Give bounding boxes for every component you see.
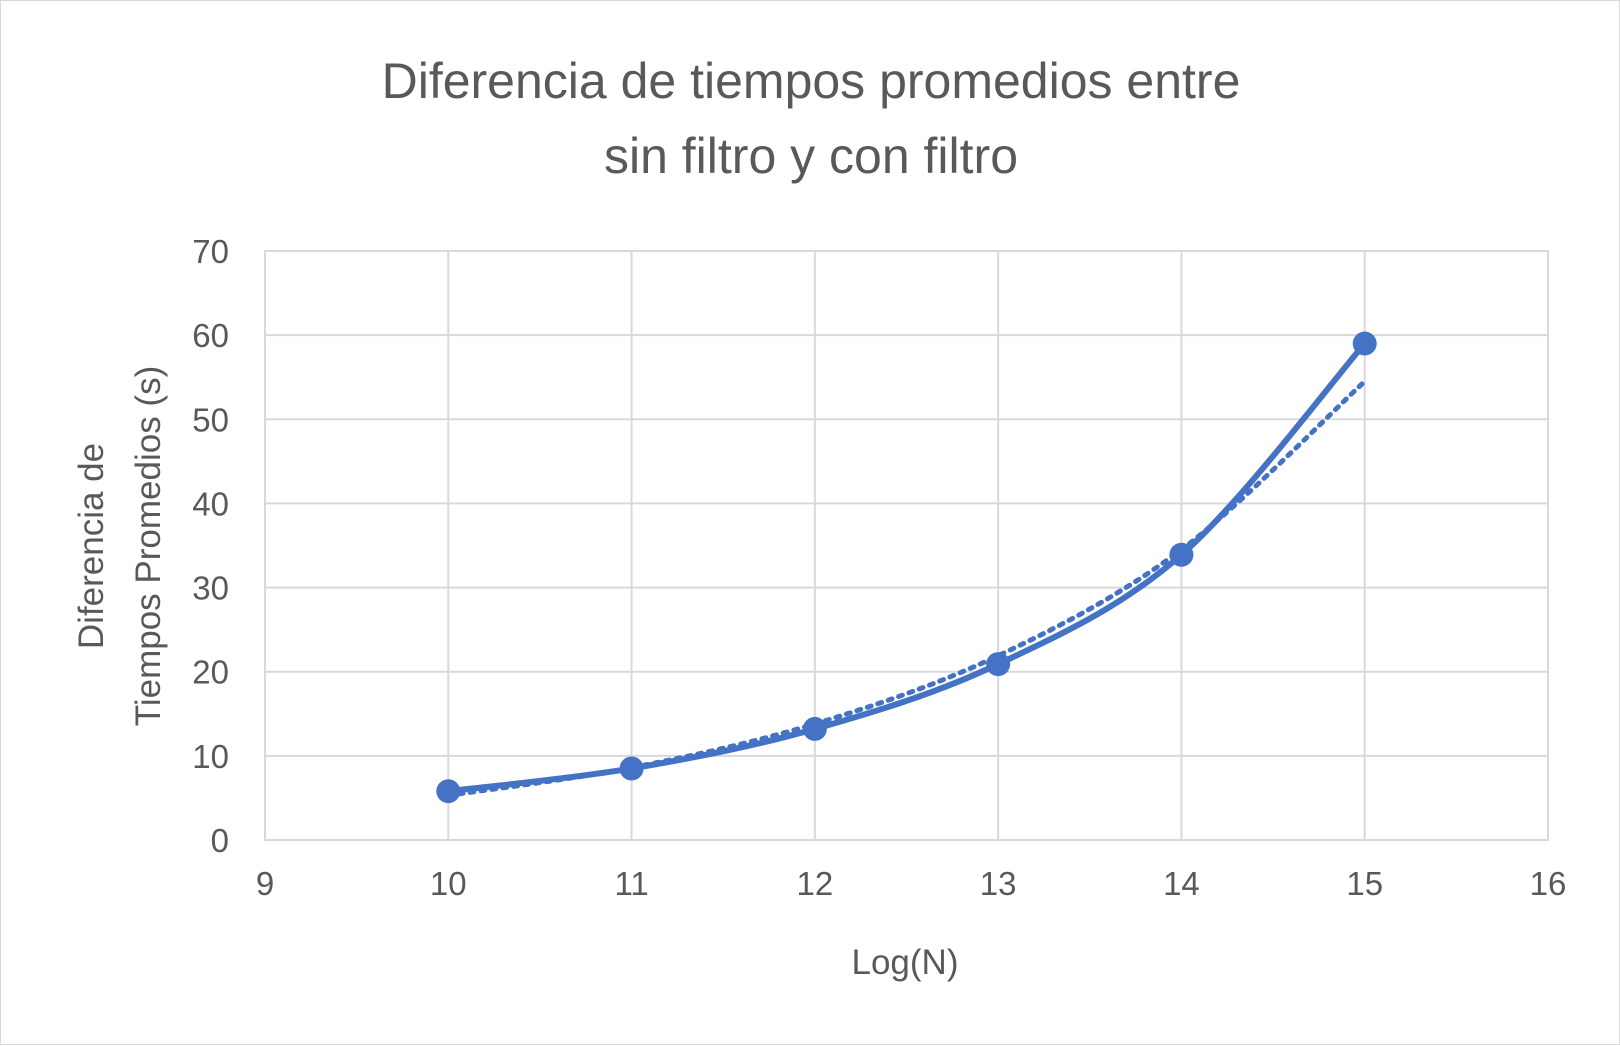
y-axis-title: Diferencia de Tiempos Promedios (s) (72, 366, 168, 726)
plot-area-border (264, 250, 1549, 841)
y-tick-label-2: 20 (192, 654, 229, 691)
x-tick-label-0: 9 (256, 865, 274, 902)
y-tick-label-3: 30 (192, 570, 229, 607)
data-point-0 (436, 779, 461, 804)
y-tick-label-5: 50 (192, 401, 229, 438)
series-markers (436, 331, 1377, 804)
gridlines (265, 250, 1548, 840)
y-tick-label-0: 0 (211, 822, 229, 859)
data-point-4 (1169, 542, 1194, 567)
y-tick-label-1: 10 (192, 738, 229, 775)
x-axis-tick-labels: 9 10 11 12 13 14 15 16 (256, 865, 1567, 902)
x-tick-label-3: 12 (796, 865, 833, 902)
plot-area (264, 250, 1549, 841)
data-point-2 (802, 716, 827, 741)
x-tick-label-7: 16 (1530, 865, 1567, 902)
series-line (445, 340, 1368, 795)
series-path (445, 340, 1368, 795)
x-tick-label-1: 10 (430, 865, 467, 902)
data-point-5 (1352, 331, 1377, 356)
y-axis-title-line-1: Diferencia de (72, 443, 111, 649)
x-tick-label-5: 14 (1163, 865, 1200, 902)
data-point-1 (619, 756, 644, 781)
x-tick-label-2: 11 (614, 865, 648, 902)
x-tick-label-6: 15 (1346, 865, 1383, 902)
y-tick-label-7: 70 (192, 233, 229, 270)
x-axis-title: Log(N) (852, 943, 959, 982)
y-axis-tick-labels: 0 10 20 30 40 50 60 70 (192, 233, 229, 859)
chart-title-line-1: Diferencia de tiempos promedios entre (382, 53, 1241, 109)
y-tick-label-4: 40 (192, 485, 229, 522)
chart-title: Diferencia de tiempos promedios entre si… (382, 53, 1241, 184)
y-axis-title-line-2: Tiempos Promedios (s) (129, 366, 168, 726)
y-tick-label-6: 60 (192, 317, 229, 354)
x-tick-label-4: 13 (980, 865, 1017, 902)
chart-title-line-2: sin filtro y con filtro (604, 128, 1018, 184)
data-point-3 (986, 652, 1011, 677)
